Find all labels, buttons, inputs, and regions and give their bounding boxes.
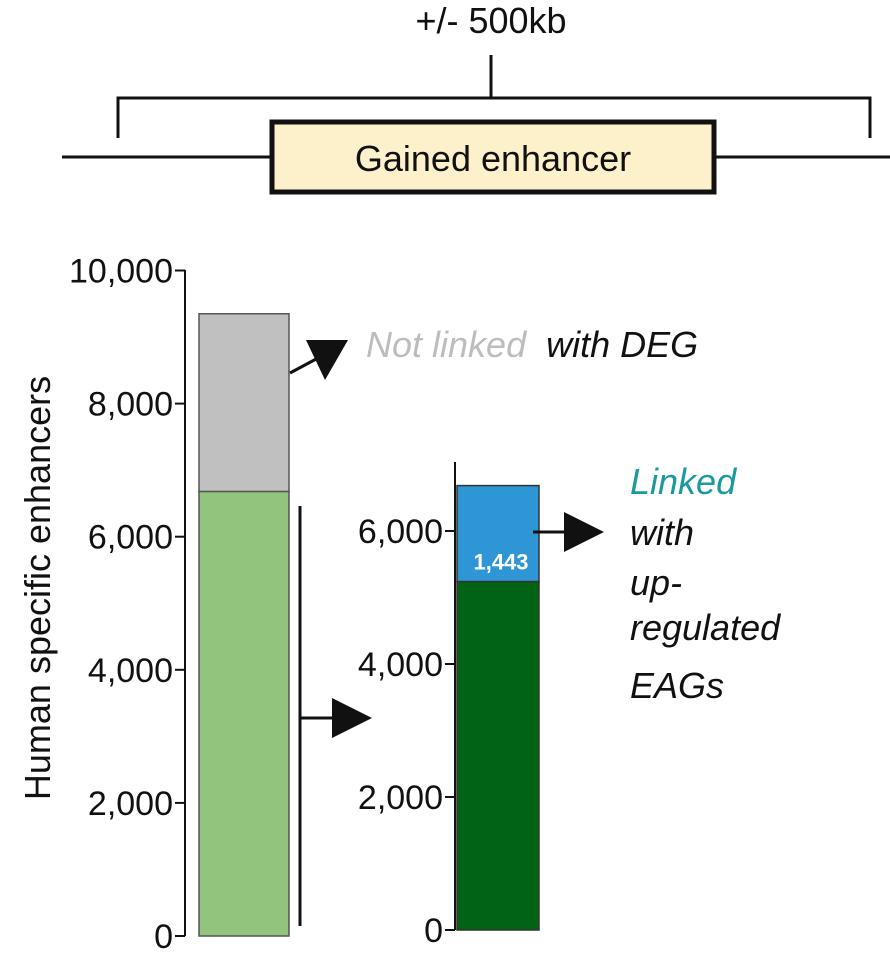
linked-arrow-head-icon [332, 698, 372, 738]
y-tick-label: 4,000 [88, 652, 173, 690]
window-label: +/- 500kb [415, 0, 566, 41]
chart1-ticks: 0 2,000 4,000 6,000 8,000 10,000 [69, 253, 185, 956]
chart-linked-enhancers: 0 2,000 4,000 6,000 1,443 Linked with up- r… [358, 461, 790, 950]
with-deg-text: with DEG [546, 324, 698, 365]
y-tick-label: 10,000 [69, 253, 173, 291]
gained-enhancer-box [269, 119, 717, 195]
bar-segment-up-regulated [456, 484, 540, 583]
y-tick-label: 6,000 [358, 513, 443, 551]
y-tick-label: 0 [424, 912, 443, 950]
linked-annotation: Linked with up- regulated EAGs [630, 461, 790, 706]
y-tick-label: 4,000 [358, 646, 443, 684]
linked-annotation-line: up- [630, 562, 682, 603]
y-tick-label: 6,000 [88, 519, 173, 557]
chart-all-enhancers: 0 2,000 4,000 6,000 8,000 10,000 Not linked w… [69, 253, 698, 957]
linked-annotation-line: EAGs [630, 665, 724, 706]
not-linked-text: Not linked [366, 324, 527, 365]
up-arrow-head-icon [564, 512, 604, 552]
bar-segment-not-linked [198, 313, 290, 493]
y-tick-label: 0 [154, 918, 173, 956]
chart2-ticks: 0 2,000 4,000 6,000 [358, 513, 455, 950]
enhancer-diagram: +/- 500kb Gained enhancer [62, 0, 890, 195]
not-linked-label: Not linked with DEG [366, 324, 698, 365]
up-regulated-count-label: 1,443 [473, 550, 528, 575]
not-linked-arrow-shaft [289, 356, 319, 375]
linked-annotation-line: Linked [630, 461, 737, 502]
y-axis-title: Human specific enhancers [17, 376, 58, 800]
y-tick-label: 2,000 [358, 779, 443, 817]
linked-annotation-line: with [630, 512, 694, 553]
linked-annotation-line: regulated [630, 607, 781, 648]
y-tick-label: 8,000 [88, 386, 173, 424]
gained-enhancer-label: Gained enhancer [355, 138, 631, 179]
bar-segment-other-linked [456, 580, 540, 931]
window-bracket [116, 96, 872, 138]
not-linked-arrow-head-icon [306, 340, 348, 380]
y-tick-label: 2,000 [88, 785, 173, 823]
bar-segment-linked [198, 490, 290, 937]
